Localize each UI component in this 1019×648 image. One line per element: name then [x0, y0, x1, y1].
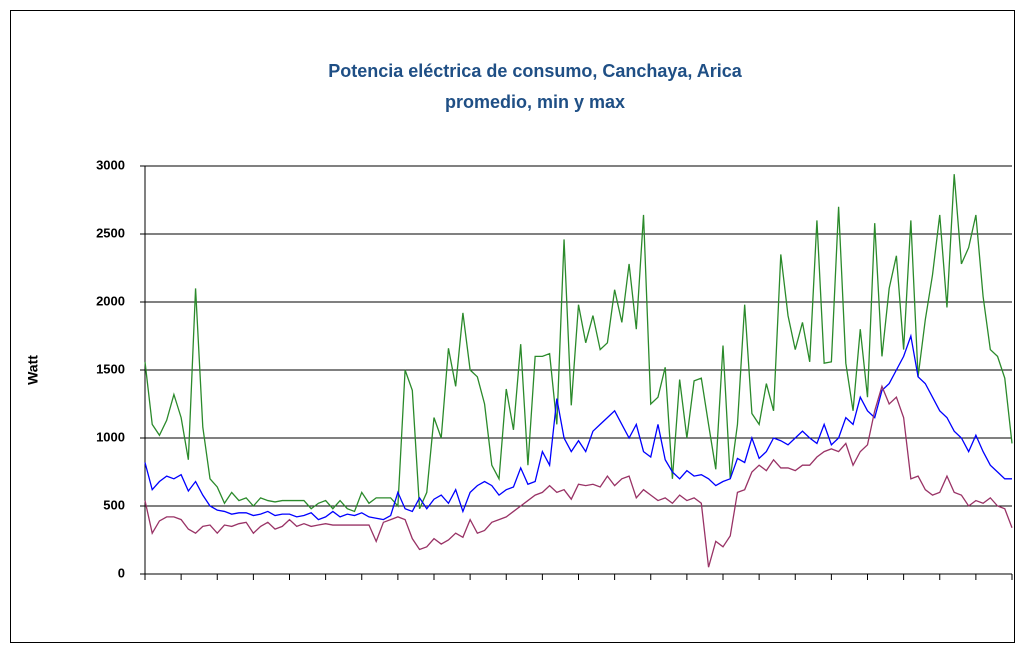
y-tick-label: 500 [103, 497, 125, 512]
y-tick-label: 2500 [96, 225, 125, 240]
y-tick-label: 3000 [96, 157, 125, 172]
chart-border [10, 10, 1015, 643]
chart-subtitle: promedio, min y max [445, 92, 625, 112]
y-axis-label: Watt [25, 355, 41, 385]
series-line [144, 384, 1013, 568]
series-line [144, 333, 1012, 521]
y-tick-label: 1500 [96, 361, 125, 376]
chart-title: Potencia eléctrica de consumo, Canchaya,… [328, 61, 742, 81]
y-tick-label: 0 [118, 565, 125, 580]
series-line [144, 174, 1013, 513]
y-tick-label: 1000 [96, 429, 125, 444]
y-tick-label: 2000 [96, 293, 125, 308]
